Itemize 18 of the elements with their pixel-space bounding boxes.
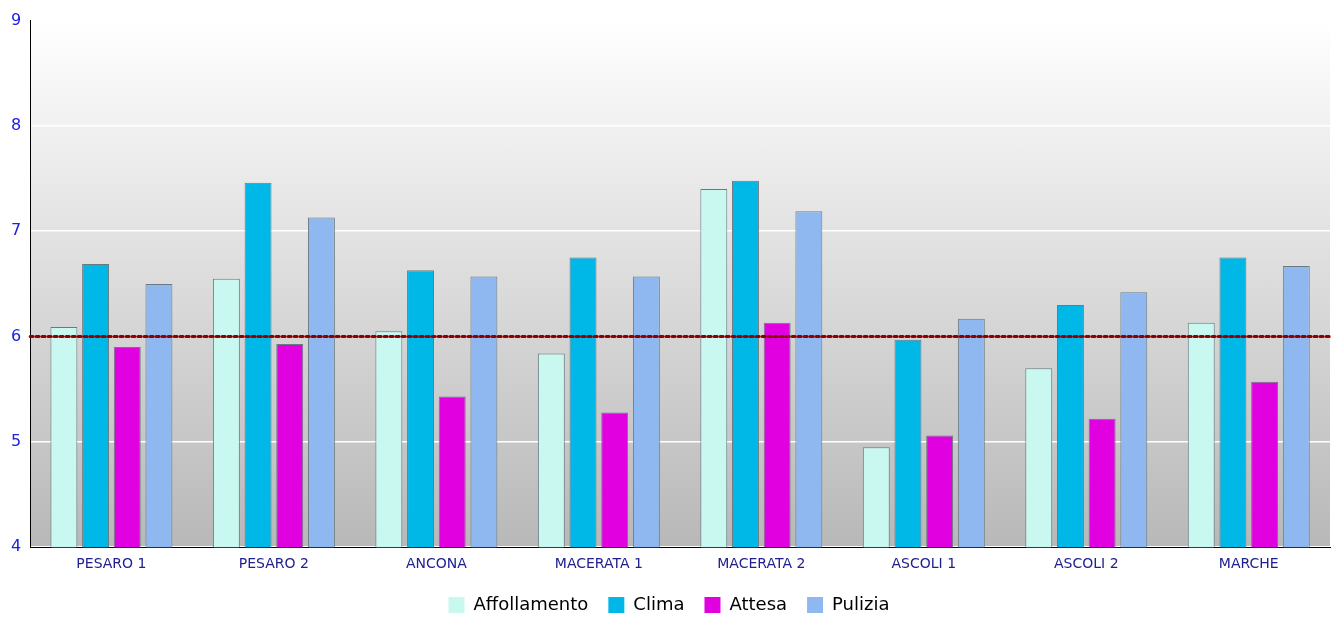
y-tick-label: 5	[10, 431, 22, 451]
y-tick-label: 4	[10, 536, 22, 556]
x-tick-label: MACERATA 1	[554, 555, 643, 572]
x-tick-label: ANCONA	[405, 555, 468, 572]
legend-label: Clima	[633, 592, 685, 614]
x-tick-label: PESARO 1	[76, 555, 147, 572]
legend-label: Pulizia	[832, 592, 890, 614]
x-tick-label: PESARO 2	[238, 555, 309, 572]
y-tick-label: 8	[10, 115, 22, 135]
y-tick-label: 6	[10, 325, 22, 345]
x-tick-label: ASCOLI 2	[1054, 555, 1119, 572]
legend-label: Affollamento	[473, 592, 589, 614]
legend-label: Attesa	[729, 592, 788, 614]
x-tick-label: MACERATA 2	[717, 555, 806, 572]
y-tick-label: 7	[10, 220, 22, 240]
x-tick-label: ASCOLI 1	[891, 555, 957, 572]
y-tick-label: 9	[10, 9, 22, 29]
x-tick-label: MARCHE	[1218, 555, 1279, 572]
